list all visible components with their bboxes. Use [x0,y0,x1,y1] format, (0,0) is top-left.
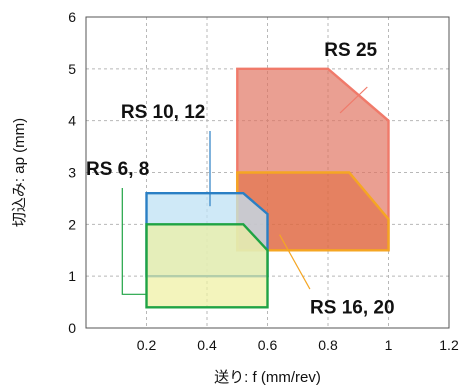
regions [145,67,390,309]
y-tick-label: 5 [68,61,76,77]
y-tick-label: 0 [68,320,76,336]
y-tick-label: 3 [68,165,76,181]
leader-line [339,86,368,114]
y-tick-label: 1 [68,268,76,284]
y-tick-label: 4 [68,113,76,129]
region-rs-6-8 [145,223,269,309]
y-tick-label: 2 [68,216,76,232]
label-leaders [121,86,368,295]
region-label: RS 10, 12 [121,102,206,123]
region-rs-16-20 [236,171,390,252]
region-label: RS 6, 8 [86,159,149,180]
y-tick-labels: 0 1 2 3 4 5 6 [68,9,76,336]
x-tick-label: 0.8 [318,337,338,353]
x-tick-label: 1.2 [439,337,459,353]
x-tick-label: 0.2 [137,337,157,353]
leader-line [121,188,147,295]
x-tick-label: 1 [385,337,393,353]
y-tick-label: 6 [68,9,76,25]
x-tick-labels: 0.2 0.4 0.6 0.8 1 1.2 [137,337,459,353]
leader-line [279,234,311,290]
y-axis-title: 切込み: ap (mm) [11,118,28,227]
region-label: RS 25 [324,40,377,61]
region-labels: RS 25 RS 10, 12 RS 6, 8 RS 16, 20 [86,40,395,319]
region-label: RS 16, 20 [310,297,395,318]
x-axis-title: 送り: f (mm/rev) [214,369,321,386]
x-tick-label: 0.6 [258,337,278,353]
plot-frame [85,16,450,329]
x-tick-label: 0.4 [197,337,217,353]
